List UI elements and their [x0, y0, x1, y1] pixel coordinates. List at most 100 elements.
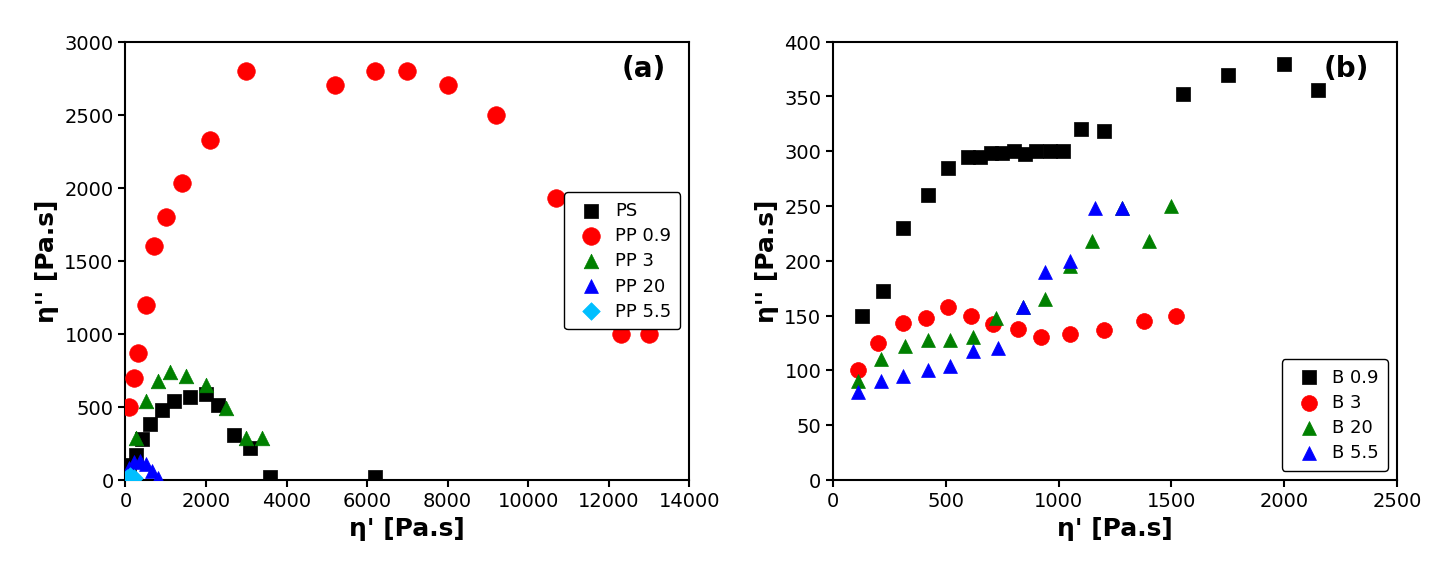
PP 0.9	[125, 348, 149, 358]
PP 20	[118, 464, 141, 473]
PP 0.9	[323, 81, 347, 90]
B 0.9	[978, 150, 1002, 159]
B 0.9	[1171, 90, 1194, 99]
B 0.9	[957, 152, 980, 162]
B 20	[984, 313, 1008, 323]
PP 0.9	[609, 329, 632, 339]
B 5.5	[1034, 267, 1057, 277]
X-axis label: η' [Pa.s]: η' [Pa.s]	[1057, 516, 1172, 540]
B 20	[1034, 295, 1057, 304]
B 20	[939, 335, 962, 344]
B 20	[1059, 262, 1082, 271]
PP 20	[134, 459, 157, 469]
PS	[223, 430, 246, 439]
B 0.9	[1306, 86, 1329, 95]
PS	[239, 443, 262, 453]
B 0.9	[1024, 147, 1047, 156]
PP 20	[122, 458, 146, 467]
B 20	[869, 355, 893, 364]
B 0.9	[871, 287, 894, 296]
PP 0.9	[545, 194, 568, 203]
Text: (b): (b)	[1324, 55, 1369, 83]
PP 0.9	[118, 402, 141, 412]
PP 0.9	[134, 300, 157, 309]
PP 5.5	[118, 472, 141, 481]
B 20	[916, 335, 939, 344]
PP 5.5	[122, 474, 146, 483]
PP 0.9	[396, 67, 419, 76]
PP 5.5	[116, 474, 140, 483]
B 0.9	[936, 163, 960, 172]
PS	[207, 401, 230, 410]
B 5.5	[986, 344, 1009, 353]
PS	[259, 473, 282, 482]
B 3	[960, 311, 983, 320]
B 0.9	[1038, 147, 1061, 156]
B 5.5	[939, 362, 962, 371]
PS	[130, 435, 153, 444]
B 0.9	[850, 311, 874, 320]
PS	[118, 461, 141, 470]
Legend: PS, PP 0.9, PP 3, PP 20, PP 5.5: PS, PP 0.9, PP 3, PP 20, PP 5.5	[565, 193, 680, 329]
B 5.5	[916, 366, 939, 375]
PP 0.9	[154, 213, 178, 222]
PP 3	[250, 433, 274, 442]
B 20	[1010, 302, 1034, 312]
B 20	[1159, 202, 1182, 211]
B 5.5	[869, 377, 893, 386]
PP 0.9	[170, 179, 194, 189]
PP 0.9	[638, 329, 661, 339]
PP 3	[234, 433, 258, 442]
B 5.5	[1109, 204, 1133, 213]
PP 0.9	[364, 67, 387, 76]
B 3	[1029, 333, 1053, 342]
B 3	[866, 339, 890, 348]
B 5.5	[1083, 204, 1107, 213]
B 20	[1109, 204, 1133, 213]
PP 20	[146, 473, 169, 482]
PS	[178, 392, 201, 401]
B 5.5	[1010, 302, 1034, 312]
B 3	[914, 313, 938, 323]
B 0.9	[1069, 125, 1092, 135]
B 3	[1059, 330, 1082, 339]
PP 3	[214, 404, 237, 413]
PS	[364, 473, 387, 482]
Y-axis label: η'' [Pa.s]: η'' [Pa.s]	[754, 200, 779, 323]
PP 3	[175, 372, 198, 381]
B 3	[891, 319, 914, 328]
B 0.9	[891, 224, 914, 233]
B 5.5	[1059, 256, 1082, 266]
B 3	[1006, 324, 1029, 333]
B 0.9	[1092, 127, 1115, 136]
B 3	[981, 320, 1005, 329]
Text: (a): (a)	[622, 55, 665, 83]
B 5.5	[961, 346, 984, 355]
B 0.9	[1013, 150, 1037, 159]
B 3	[1163, 311, 1187, 320]
PP 0.9	[198, 135, 221, 144]
B 0.9	[1051, 147, 1075, 156]
B 3	[1133, 317, 1156, 326]
B 20	[1080, 237, 1104, 246]
Y-axis label: η'' [Pa.s]: η'' [Pa.s]	[35, 200, 58, 323]
PS	[162, 397, 185, 406]
B 3	[936, 302, 960, 312]
B 3	[1092, 325, 1115, 335]
B 20	[846, 377, 869, 386]
PP 3	[194, 381, 217, 390]
PP 3	[146, 376, 169, 385]
PP 20	[128, 457, 151, 466]
B 0.9	[1216, 70, 1239, 79]
B 20	[894, 342, 917, 351]
PP 3	[118, 468, 141, 477]
PP 0.9	[435, 81, 459, 90]
PS	[150, 405, 173, 415]
B 5.5	[846, 388, 869, 397]
Legend: B 0.9, B 3, B 20, B 5.5: B 0.9, B 3, B 20, B 5.5	[1281, 359, 1388, 471]
B 20	[961, 333, 984, 342]
B 5.5	[891, 371, 914, 381]
PP 20	[116, 473, 140, 482]
PP 0.9	[143, 242, 166, 251]
PS	[124, 451, 147, 460]
